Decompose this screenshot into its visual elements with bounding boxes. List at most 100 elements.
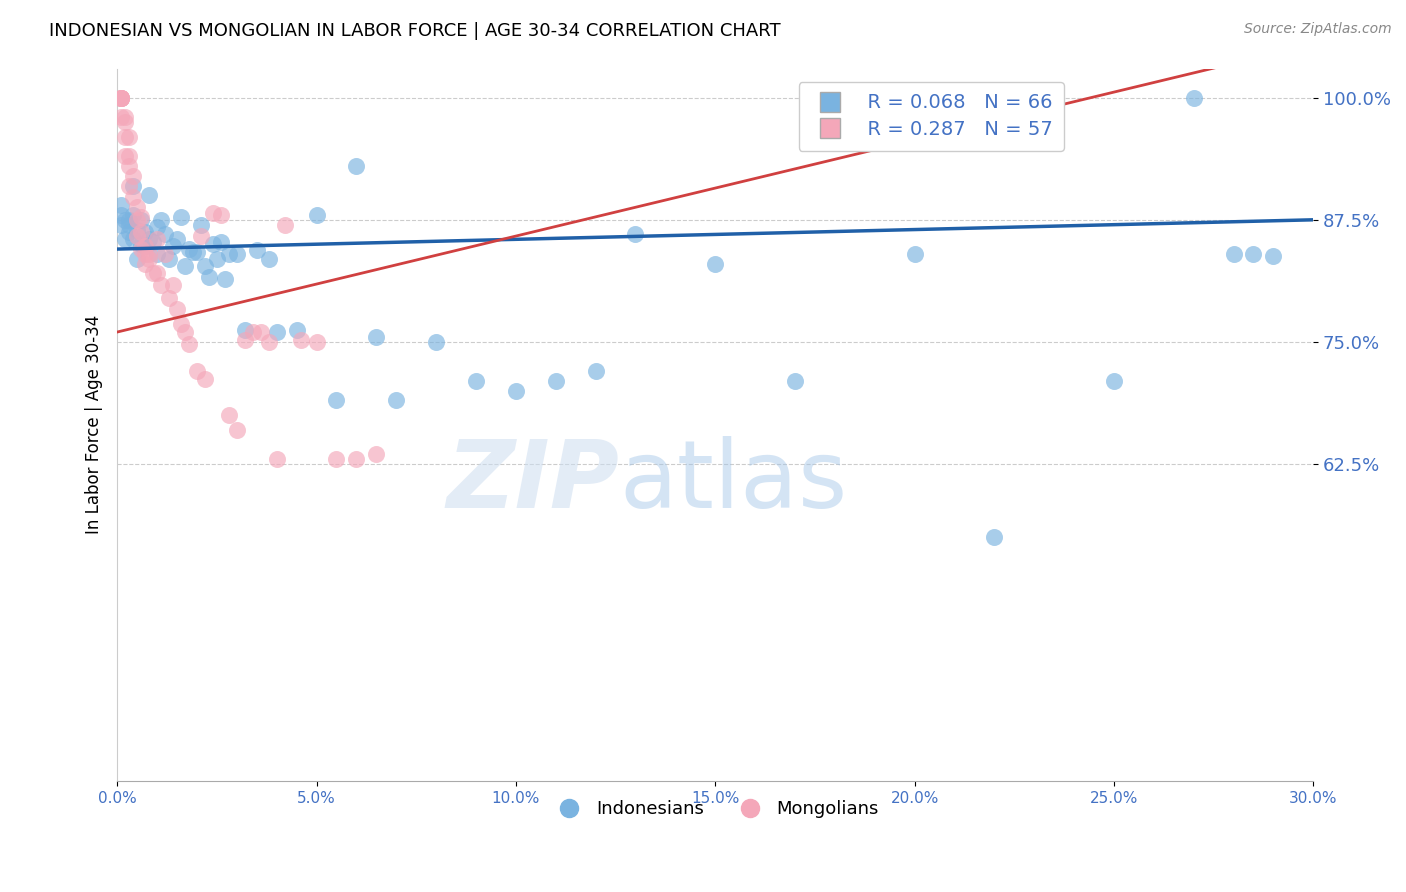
Point: [325, 451, 347, 466]
Point: [344, 159, 367, 173]
Point: [170, 317, 193, 331]
Point: [122, 178, 145, 193]
Point: [218, 408, 240, 422]
Point: [122, 169, 145, 183]
Point: [783, 374, 806, 388]
Point: [983, 530, 1005, 544]
Point: [266, 451, 288, 466]
Point: [134, 257, 156, 271]
Point: [624, 227, 647, 242]
Point: [110, 91, 132, 105]
Point: [174, 325, 197, 339]
Point: [209, 208, 232, 222]
Point: [127, 252, 149, 266]
Point: [225, 247, 247, 261]
Point: [129, 210, 152, 224]
Point: [1263, 249, 1285, 263]
Point: [122, 232, 145, 246]
Point: [127, 212, 149, 227]
Point: [134, 226, 156, 240]
Point: [186, 245, 208, 260]
Point: [166, 301, 188, 316]
Point: [134, 247, 156, 261]
Point: [142, 267, 165, 281]
Point: [344, 451, 367, 466]
Point: [142, 235, 165, 250]
Point: [118, 159, 141, 173]
Point: [134, 239, 156, 253]
Point: [225, 423, 247, 437]
Point: [249, 325, 271, 339]
Point: [114, 115, 136, 129]
Point: [181, 245, 204, 260]
Point: [118, 149, 141, 163]
Point: [198, 270, 221, 285]
Point: [465, 374, 488, 388]
Point: [110, 91, 132, 105]
Point: [114, 232, 136, 246]
Point: [129, 226, 152, 240]
Point: [138, 252, 160, 266]
Point: [305, 208, 328, 222]
Point: [242, 325, 264, 339]
Point: [129, 212, 152, 227]
Point: [1222, 247, 1244, 261]
Point: [257, 252, 280, 266]
Point: [110, 218, 132, 232]
Text: ZIP: ZIP: [447, 436, 620, 528]
Point: [285, 323, 308, 337]
Point: [146, 232, 169, 246]
Point: [246, 243, 269, 257]
Point: [150, 278, 173, 293]
Point: [544, 374, 567, 388]
Point: [214, 272, 236, 286]
Point: [146, 267, 169, 281]
Point: [118, 212, 141, 227]
Point: [114, 111, 136, 125]
Text: INDONESIAN VS MONGOLIAN IN LABOR FORCE | AGE 30-34 CORRELATION CHART: INDONESIAN VS MONGOLIAN IN LABOR FORCE |…: [49, 22, 780, 40]
Point: [114, 212, 136, 227]
Point: [233, 323, 256, 337]
Point: [190, 218, 212, 232]
Point: [174, 259, 197, 273]
Point: [903, 247, 925, 261]
Point: [201, 206, 224, 220]
Point: [150, 212, 173, 227]
Point: [157, 291, 180, 305]
Point: [138, 188, 160, 202]
Text: Source: ZipAtlas.com: Source: ZipAtlas.com: [1244, 22, 1392, 37]
Point: [110, 198, 132, 212]
Point: [1102, 374, 1125, 388]
Point: [190, 229, 212, 244]
Point: [186, 364, 208, 378]
Point: [425, 334, 447, 349]
Point: [233, 333, 256, 347]
Point: [110, 91, 132, 105]
Point: [122, 208, 145, 222]
Point: [194, 372, 217, 386]
Point: [129, 237, 152, 252]
Text: atlas: atlas: [620, 436, 848, 528]
Point: [177, 242, 200, 256]
Point: [110, 208, 132, 222]
Legend: Indonesians, Mongolians: Indonesians, Mongolians: [544, 793, 886, 825]
Point: [366, 330, 388, 344]
Point: [127, 200, 149, 214]
Point: [110, 111, 132, 125]
Point: [118, 226, 141, 240]
Point: [134, 239, 156, 253]
Point: [201, 237, 224, 252]
Point: [170, 210, 193, 224]
Point: [114, 149, 136, 163]
Point: [146, 219, 169, 234]
Point: [166, 232, 188, 246]
Point: [194, 259, 217, 273]
Point: [110, 91, 132, 105]
Point: [146, 247, 169, 261]
Point: [122, 190, 145, 204]
Point: [118, 129, 141, 144]
Point: [162, 278, 184, 293]
Point: [138, 247, 160, 261]
Point: [505, 384, 527, 398]
Point: [114, 129, 136, 144]
